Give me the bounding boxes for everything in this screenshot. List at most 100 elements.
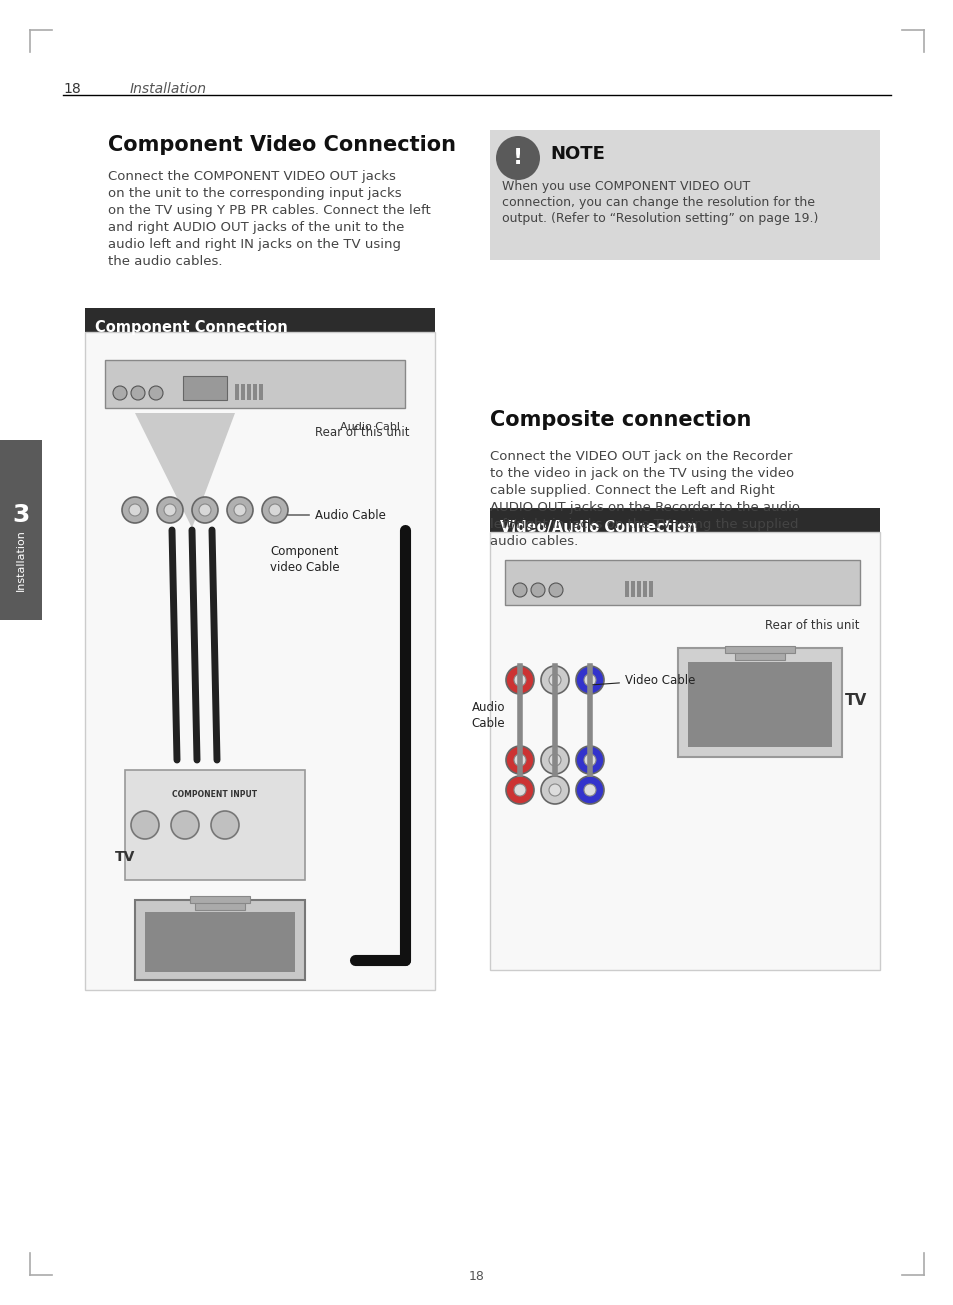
Circle shape [496,136,539,180]
Circle shape [131,386,145,401]
Text: connection, you can change the resolution for the: connection, you can change the resolutio… [501,196,814,209]
Circle shape [513,583,526,596]
Circle shape [112,386,127,401]
Text: TV: TV [115,850,135,864]
Text: the audio cables.: the audio cables. [108,254,222,268]
Text: COMPONENT INPUT: COMPONENT INPUT [172,790,257,799]
Circle shape [157,497,183,523]
Circle shape [122,497,148,523]
Circle shape [505,776,534,804]
Circle shape [149,386,163,401]
Text: Component Video Connection: Component Video Connection [108,134,456,155]
Circle shape [583,754,596,766]
Text: left/right in jacks on the TV using the supplied: left/right in jacks on the TV using the … [490,518,798,531]
FancyBboxPatch shape [724,646,794,652]
FancyBboxPatch shape [234,384,239,401]
Text: Component
video Cable: Component video Cable [270,545,339,574]
Text: Composite connection: Composite connection [490,410,751,431]
FancyBboxPatch shape [678,649,841,757]
Circle shape [583,784,596,796]
Circle shape [514,754,525,766]
Circle shape [171,810,199,839]
Text: AUDIO OUT jacks on the Recorder to the audio: AUDIO OUT jacks on the Recorder to the a… [490,501,800,514]
Circle shape [583,673,596,686]
Text: Connect the COMPONENT VIDEO OUT jacks: Connect the COMPONENT VIDEO OUT jacks [108,170,395,183]
Circle shape [576,666,603,694]
Circle shape [576,776,603,804]
Text: Rear of this unit: Rear of this unit [764,619,859,632]
Text: NOTE: NOTE [550,145,604,163]
Text: output. (Refer to “Resolution setting” on page 19.): output. (Refer to “Resolution setting” o… [501,211,818,224]
Text: Component Connection: Component Connection [95,320,288,335]
Circle shape [211,810,239,839]
FancyBboxPatch shape [105,360,405,408]
Circle shape [540,776,568,804]
Circle shape [540,746,568,774]
Text: Connect the VIDEO OUT jack on the Recorder: Connect the VIDEO OUT jack on the Record… [490,450,792,463]
FancyBboxPatch shape [85,308,435,331]
FancyBboxPatch shape [135,900,305,980]
Circle shape [192,497,218,523]
Text: audio left and right IN jacks on the TV using: audio left and right IN jacks on the TV … [108,238,400,251]
Circle shape [505,746,534,774]
Circle shape [269,504,281,515]
Text: Video Cable: Video Cable [592,673,695,686]
Polygon shape [135,412,234,529]
Text: and right AUDIO OUT jacks of the unit to the: and right AUDIO OUT jacks of the unit to… [108,221,404,234]
FancyBboxPatch shape [734,649,784,660]
Text: 18: 18 [63,82,81,97]
FancyBboxPatch shape [247,384,251,401]
FancyBboxPatch shape [190,897,250,903]
Text: on the unit to the corresponding input jacks: on the unit to the corresponding input j… [108,187,401,200]
FancyBboxPatch shape [253,384,256,401]
Circle shape [531,583,544,596]
Text: TV: TV [844,693,866,707]
Text: Installation: Installation [16,529,26,591]
Text: !: ! [513,147,522,168]
Text: Video/Audio Connection: Video/Audio Connection [499,519,697,535]
Circle shape [576,746,603,774]
Text: to the video in jack on the TV using the video: to the video in jack on the TV using the… [490,467,793,480]
Circle shape [548,583,562,596]
Text: 18: 18 [469,1270,484,1283]
FancyBboxPatch shape [85,331,435,990]
FancyBboxPatch shape [490,130,879,260]
FancyBboxPatch shape [145,912,294,972]
Circle shape [262,497,288,523]
Text: Audio
Cable: Audio Cable [471,701,504,729]
FancyBboxPatch shape [637,581,640,596]
Text: When you use COMPONENT VIDEO OUT: When you use COMPONENT VIDEO OUT [501,180,749,193]
Text: 3: 3 [12,502,30,527]
FancyBboxPatch shape [241,384,245,401]
FancyBboxPatch shape [258,384,263,401]
FancyBboxPatch shape [630,581,635,596]
Text: cable supplied. Connect the Left and Right: cable supplied. Connect the Left and Rig… [490,484,774,497]
FancyBboxPatch shape [183,376,227,401]
FancyBboxPatch shape [490,532,879,970]
Circle shape [164,504,175,515]
Text: on the TV using Y PB PR cables. Connect the left: on the TV using Y PB PR cables. Connect … [108,204,431,217]
FancyBboxPatch shape [194,898,245,910]
Circle shape [233,504,246,515]
Circle shape [540,666,568,694]
FancyBboxPatch shape [624,581,628,596]
Circle shape [129,504,141,515]
FancyBboxPatch shape [642,581,646,596]
Circle shape [548,784,560,796]
Circle shape [548,673,560,686]
FancyBboxPatch shape [125,770,305,880]
Circle shape [548,754,560,766]
FancyBboxPatch shape [0,440,42,620]
Circle shape [514,784,525,796]
Circle shape [514,673,525,686]
Text: Installation: Installation [130,82,207,97]
FancyBboxPatch shape [687,662,831,746]
Text: Audio Cabl: Audio Cabl [339,422,399,432]
Circle shape [131,810,159,839]
Circle shape [505,666,534,694]
Text: Rear of this unit: Rear of this unit [315,425,410,438]
Text: Audio Cable: Audio Cable [288,509,385,522]
FancyBboxPatch shape [504,560,859,606]
Circle shape [227,497,253,523]
FancyBboxPatch shape [490,508,879,532]
